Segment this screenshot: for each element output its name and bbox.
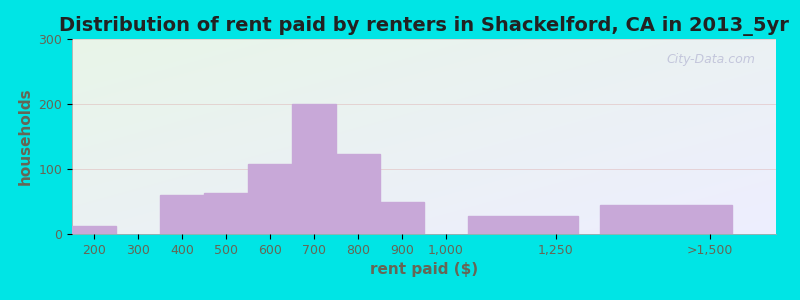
- Bar: [337, 154, 379, 234]
- Title: Distribution of rent paid by renters in Shackelford, CA in 2013_5yr: Distribution of rent paid by renters in …: [59, 16, 789, 36]
- Y-axis label: households: households: [18, 88, 33, 185]
- Bar: [73, 226, 115, 234]
- Bar: [161, 195, 203, 234]
- Text: City-Data.com: City-Data.com: [666, 52, 755, 66]
- Bar: [249, 164, 291, 234]
- Bar: [469, 216, 578, 234]
- Bar: [381, 202, 423, 234]
- X-axis label: rent paid ($): rent paid ($): [370, 262, 478, 277]
- Bar: [205, 193, 247, 234]
- Bar: [601, 205, 731, 234]
- Bar: [293, 104, 335, 234]
